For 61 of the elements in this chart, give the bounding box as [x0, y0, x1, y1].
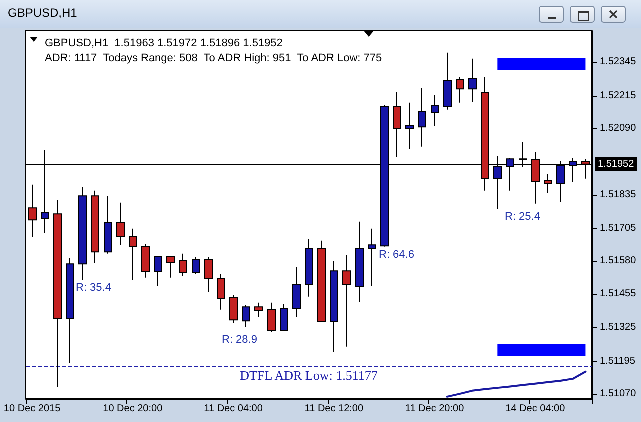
candlestick: [405, 102, 414, 150]
candlestick: [342, 254, 351, 348]
candlestick: [431, 94, 439, 127]
annotation: R: 25.4: [505, 211, 540, 223]
candlestick: [217, 273, 225, 310]
candlestick: [456, 76, 464, 104]
candlestick: [91, 190, 99, 264]
candlestick: [317, 240, 326, 322]
x-tick-label: 11 Dec 04:00: [204, 404, 264, 414]
candlestick: [443, 52, 452, 110]
candlestick: [418, 88, 426, 148]
candlestick: [192, 256, 200, 274]
candlestick: [66, 258, 74, 364]
candlestick: [154, 256, 162, 286]
candlestick: [53, 200, 62, 388]
candlestick: [242, 304, 250, 328]
y-tick-label: 1.51705: [600, 223, 637, 234]
x-tick-label: 14 Dec 04:00: [506, 404, 566, 414]
text: ADR: 1117 Todays Range: 508 To ADR High: 951 To ADR Low: 775: [45, 52, 382, 64]
candlestick: [104, 196, 112, 254]
candlestick: [116, 202, 125, 246]
candlestick: [544, 173, 552, 194]
candlestick: [204, 256, 213, 292]
text: GBPUSD,H1: [8, 6, 78, 20]
line-series: [446, 370, 587, 398]
candlestick: [179, 253, 187, 277]
y-tick-label: 1.52345: [600, 56, 637, 68]
y-tick-label: 1.51835: [600, 189, 637, 200]
y-tick-label: 1.52215: [600, 90, 637, 102]
annotation: R: 28.9: [222, 334, 258, 346]
x-tick-label: 10 Dec 20:00: [103, 404, 164, 414]
candlestick: [468, 58, 477, 103]
candlestick: [292, 266, 301, 318]
candlestick: [393, 91, 401, 158]
candlestick: [141, 244, 150, 278]
x-tick-label: 10 Dec 2015: [4, 404, 62, 414]
candlestick: [78, 186, 87, 280]
candlestick: [280, 303, 288, 332]
annotation: R: 64.6: [379, 249, 414, 261]
x-tick-label: 11 Dec 12:00: [304, 404, 364, 414]
candlestick: [305, 238, 313, 298]
candlestick: [28, 184, 37, 238]
candlestick: [254, 302, 263, 318]
candlestick: [166, 256, 175, 278]
ref-line-label: DTFL ADR Low: 1.51177: [240, 368, 378, 384]
x-tick-label: 11 Dec 20:00: [405, 404, 465, 414]
y-tick-label: 1.51195: [600, 356, 636, 367]
y-tick-label: 1.51070: [600, 388, 637, 400]
candlestick: [129, 228, 137, 280]
y-tick-label: 1.51580: [600, 256, 637, 267]
y-tick-label: 1.51325: [600, 322, 637, 334]
annotation: R: 35.4: [76, 282, 112, 294]
text: GBPUSD,H1 1.51963 1.51972 1.51896 1.51952: [45, 38, 283, 50]
candlestick: [355, 221, 364, 303]
candlestick: [229, 294, 238, 324]
candlestick: [267, 302, 276, 333]
candlestick: [330, 260, 338, 353]
y-tick-label: 1.52090: [600, 122, 637, 134]
y-tick-label: 1.51455: [600, 288, 637, 300]
candlestick: [368, 228, 376, 286]
ref-line-label: 1.51952: [598, 158, 635, 170]
